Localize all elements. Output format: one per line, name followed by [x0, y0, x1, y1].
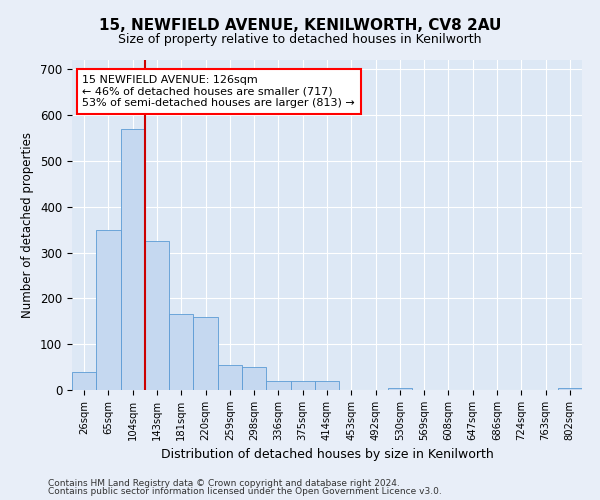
- Text: Contains HM Land Registry data © Crown copyright and database right 2024.: Contains HM Land Registry data © Crown c…: [48, 479, 400, 488]
- Bar: [290, 381, 315, 390]
- Text: 15 NEWFIELD AVENUE: 126sqm
← 46% of detached houses are smaller (717)
53% of sem: 15 NEWFIELD AVENUE: 126sqm ← 46% of deta…: [82, 75, 355, 108]
- X-axis label: Distribution of detached houses by size in Kenilworth: Distribution of detached houses by size …: [161, 448, 493, 462]
- Bar: [145, 241, 169, 390]
- Y-axis label: Number of detached properties: Number of detached properties: [22, 132, 34, 318]
- Bar: [266, 381, 290, 390]
- Bar: [193, 316, 218, 390]
- Text: Size of property relative to detached houses in Kenilworth: Size of property relative to detached ho…: [118, 32, 482, 46]
- Bar: [72, 372, 96, 390]
- Bar: [315, 381, 339, 390]
- Bar: [169, 314, 193, 390]
- Bar: [218, 365, 242, 390]
- Bar: [121, 128, 145, 390]
- Bar: [96, 230, 121, 390]
- Bar: [558, 388, 582, 390]
- Text: 15, NEWFIELD AVENUE, KENILWORTH, CV8 2AU: 15, NEWFIELD AVENUE, KENILWORTH, CV8 2AU: [99, 18, 501, 32]
- Text: Contains public sector information licensed under the Open Government Licence v3: Contains public sector information licen…: [48, 487, 442, 496]
- Bar: [388, 388, 412, 390]
- Bar: [242, 367, 266, 390]
